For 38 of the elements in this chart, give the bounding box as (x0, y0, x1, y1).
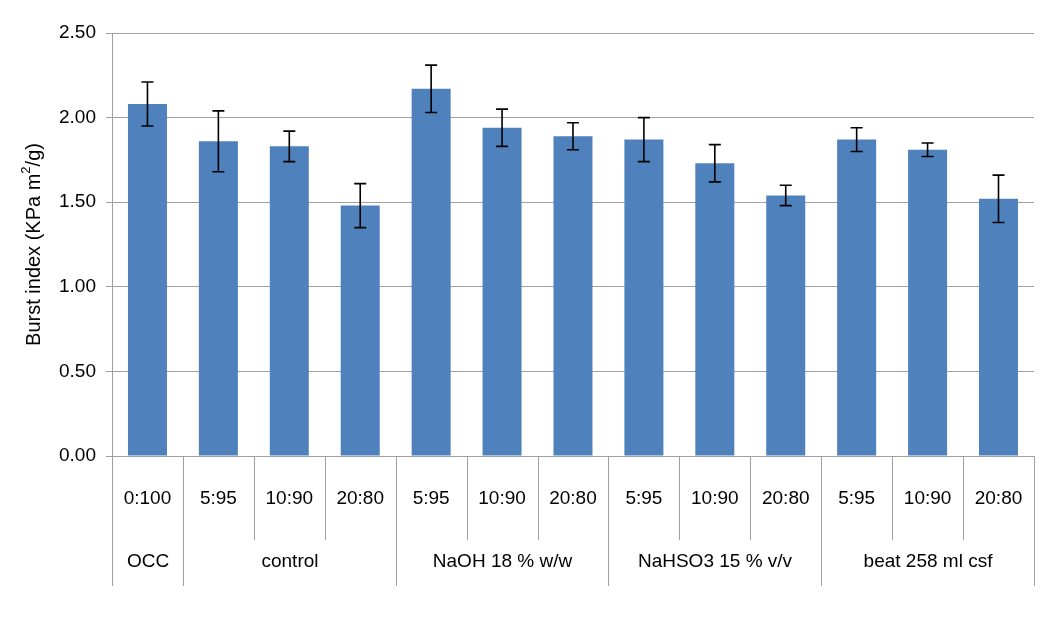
bar (340, 205, 380, 456)
bar (553, 136, 593, 456)
bar (978, 198, 1018, 456)
x-tick-label: 20:80 (549, 486, 597, 508)
y-tick-label: 2.00 (59, 105, 96, 127)
bar (908, 149, 948, 456)
x-tick-label: 10:90 (478, 486, 526, 508)
y-tick-label: 0.50 (59, 359, 96, 381)
text: NaOH 18 % w/w (432, 550, 573, 572)
x-tick-label: 5:95 (199, 486, 237, 508)
x-tick-label: 10:90 (691, 486, 739, 508)
bar (198, 141, 238, 456)
x-tick-label: 5:95 (412, 486, 450, 508)
x-tick-label: 5:95 (838, 486, 876, 508)
y-tick-label: 0.00 (59, 444, 96, 466)
y-tick-label: 1.50 (59, 190, 96, 212)
text: beat 258 ml csf (863, 550, 994, 572)
bar (127, 104, 167, 456)
text: OCC (126, 550, 170, 572)
bar (624, 139, 664, 456)
x-tick-label: 20:80 (761, 486, 810, 508)
bar (695, 163, 735, 456)
y-tick-label: 1.00 (59, 275, 96, 297)
x-tick-label: 20:80 (336, 486, 384, 508)
x-tick-label: 5:95 (625, 486, 663, 508)
bar (269, 146, 309, 456)
x-tick-label: 10:90 (265, 486, 314, 508)
text: NaHSO3 15 % v/v (637, 550, 793, 572)
text: control (261, 550, 319, 572)
y-tick-label: 2.50 (59, 21, 96, 43)
bar (766, 195, 806, 456)
bar (482, 127, 522, 456)
x-tick-label: 20:80 (974, 486, 1023, 508)
bar (837, 139, 877, 456)
y-axis-title: Burst index (KPa m2/g) (17, 143, 44, 346)
bar (411, 88, 451, 456)
x-tick-label: 10:90 (903, 486, 952, 508)
x-tick-label: 0:100 (123, 486, 172, 508)
